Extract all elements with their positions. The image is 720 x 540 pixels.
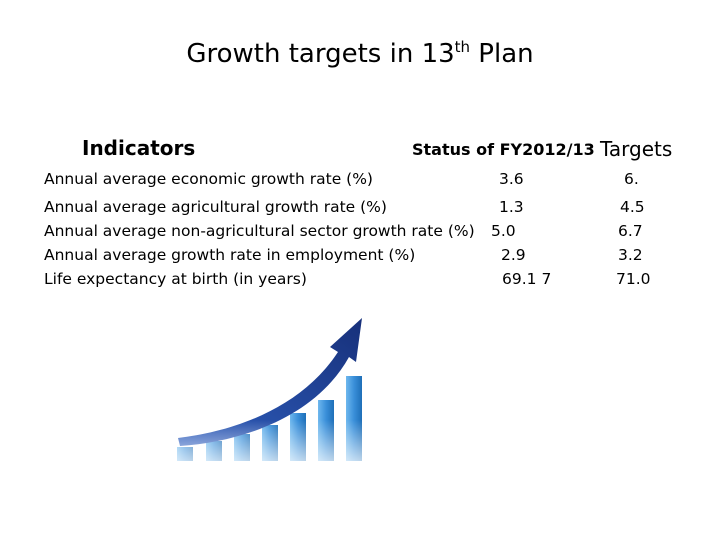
targets-header: Targets bbox=[600, 137, 673, 161]
row-label: Annual average non-agricultural sector g… bbox=[44, 222, 475, 240]
status-header: Status of FY2012/13 bbox=[412, 140, 595, 159]
indicators-header: Indicators bbox=[82, 136, 196, 160]
table-row: Annual average non-agricultural sector g… bbox=[44, 222, 704, 246]
row-label: Annual average economic growth rate (%) bbox=[44, 170, 373, 188]
row-target: 4.5 bbox=[620, 198, 645, 216]
row-status: 2.9 bbox=[501, 246, 526, 264]
row-status: 5.0 bbox=[491, 222, 516, 240]
table-row: Annual average growth rate in employment… bbox=[44, 246, 704, 270]
row-target: 71.0 bbox=[616, 270, 651, 288]
title-suffix: Plan bbox=[470, 39, 534, 69]
row-status: 3.6 bbox=[499, 170, 524, 188]
slide-title: Growth targets in 13th Plan bbox=[0, 38, 720, 69]
row-status: 69.1 7 bbox=[502, 270, 552, 288]
title-superscript: th bbox=[454, 38, 471, 56]
row-label: Annual average agricultural growth rate … bbox=[44, 198, 387, 216]
row-label: Life expectancy at birth (in years) bbox=[44, 270, 307, 288]
row-target: 3.2 bbox=[618, 246, 643, 264]
table-row: Life expectancy at birth (in years) 69.1… bbox=[44, 270, 704, 294]
table-row: Annual average agricultural growth rate … bbox=[44, 198, 704, 222]
growth-bar-chart-with-arrow-icon bbox=[150, 318, 400, 470]
row-target: 6. bbox=[624, 170, 639, 188]
row-label: Annual average growth rate in employment… bbox=[44, 246, 416, 264]
table-row: Annual average economic growth rate (%) … bbox=[44, 170, 704, 194]
growth-chart-icon bbox=[150, 300, 400, 470]
row-status: 1.3 bbox=[499, 198, 524, 216]
row-target: 6.7 bbox=[618, 222, 643, 240]
title-prefix: Growth targets in 13 bbox=[186, 39, 455, 69]
